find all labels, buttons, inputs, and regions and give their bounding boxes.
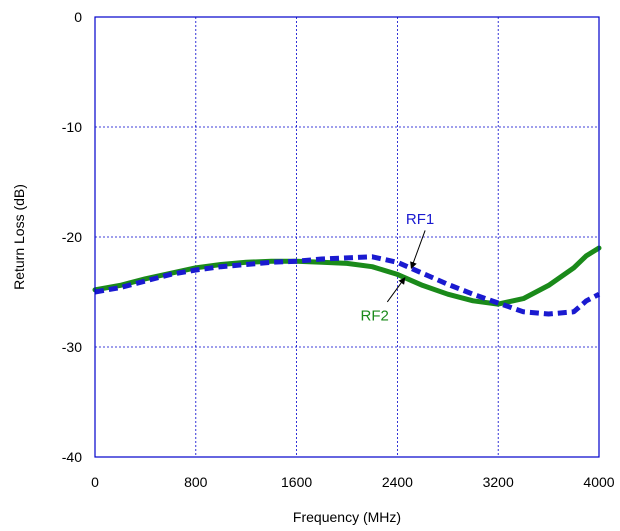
annotation-arrow-rf2: [386, 277, 406, 303]
x-tick-label: 3200: [483, 474, 514, 490]
series-line-rf1: [94, 254, 601, 317]
y-tick-label: -40: [62, 449, 82, 465]
annotations: RF1 RF2: [361, 211, 435, 325]
y-axis-title: Return Loss (dB): [11, 184, 27, 290]
tick-labels: 0 800 1600 2400 3200 4000 0 -10 -20 -30 -40: [62, 9, 615, 490]
y-tick-label: -10: [62, 119, 82, 135]
x-tick-label: 1600: [281, 474, 312, 490]
x-tick-label: 0: [91, 474, 99, 490]
annotation-label-rf1: RF1: [406, 211, 434, 228]
y-tick-label: -30: [62, 339, 82, 355]
x-tick-label: 2400: [382, 474, 413, 490]
y-tick-label: -20: [62, 229, 82, 245]
x-tick-label: 4000: [583, 474, 614, 490]
series-lines: [92, 245, 602, 317]
plot-frame: [94, 16, 600, 458]
grid: [95, 17, 599, 457]
annotation-label-rf2: RF2: [361, 308, 389, 325]
x-tick-label: 800: [184, 474, 208, 490]
annotation-arrow-rf1: [410, 230, 426, 270]
y-tick-label: 0: [74, 9, 82, 25]
x-axis-title: Frequency (MHz): [293, 509, 401, 525]
